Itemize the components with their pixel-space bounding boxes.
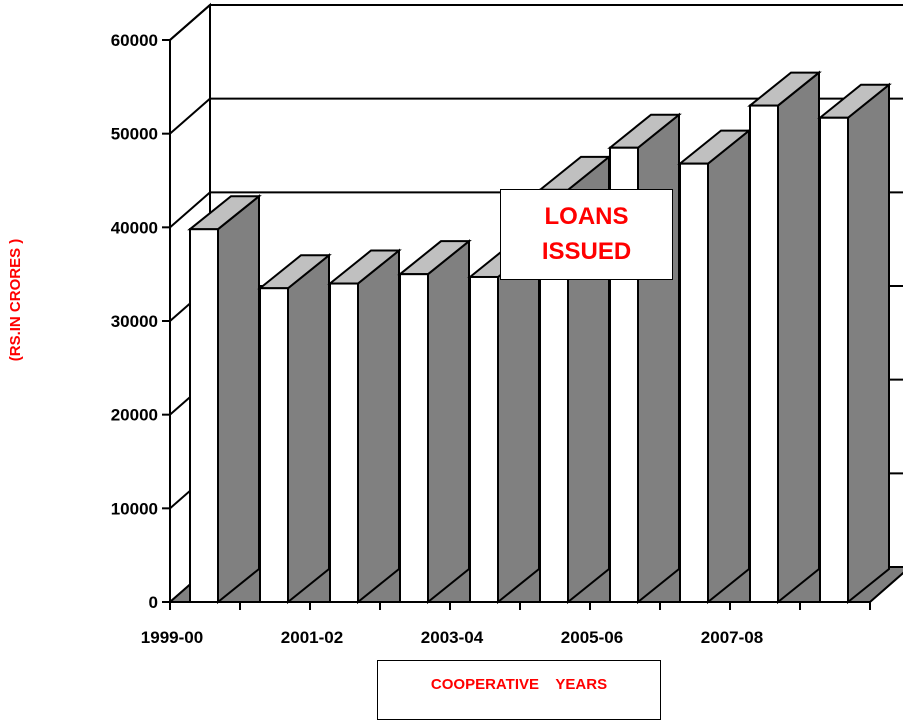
bar-2001-02: [327, 248, 402, 605]
bar-front: [259, 287, 289, 603]
y-tick-label: 10000: [111, 499, 158, 518]
bar-side: [637, 112, 680, 605]
bar-side: [217, 194, 260, 605]
y-axis-label: (RS.IN CRORES ): [7, 239, 24, 362]
bar-front: [749, 104, 779, 603]
bar-side: [777, 70, 820, 605]
x-tick-label: 2007-08: [701, 628, 763, 647]
y-tick-labels: 0 10000 20000 30000 40000 50000 60000: [111, 31, 158, 612]
chart-title: LOANS ISSUED: [500, 189, 673, 280]
y-tick-label: 20000: [111, 406, 158, 425]
gridline: [169, 4, 903, 41]
chart-title-line-1: LOANS: [544, 203, 629, 230]
bar-front: [189, 228, 219, 603]
y-tick-label: 30000: [111, 312, 158, 331]
axes: [162, 39, 871, 610]
x-tick-label: 1999-00: [141, 628, 203, 647]
bar-side: [847, 82, 890, 605]
bar-1999-00: [187, 194, 262, 605]
bar-front: [469, 275, 499, 603]
y-tick-label: 50000: [111, 125, 158, 144]
bar-side: [287, 253, 330, 605]
bar-2007-08: [747, 70, 822, 605]
gridline: [169, 97, 903, 135]
bar-2000-01: [257, 253, 332, 605]
chart-title-line-2: ISSUED: [541, 238, 632, 265]
y-tick-label: 0: [149, 593, 158, 612]
bar-side: [427, 239, 470, 605]
x-tick-label: 2003-04: [421, 628, 484, 647]
x-tick-label: 2001-02: [281, 628, 343, 647]
x-axis-label: COOPERATIVE YEARS: [377, 660, 661, 720]
x-tick-label: 2005-06: [561, 628, 623, 647]
bar-side: [707, 128, 750, 605]
bar-front: [819, 116, 849, 603]
x-tick-labels: 1999-00 2001-02 2003-04 2005-06 2007-08: [141, 628, 763, 647]
bar-2002-03: [397, 239, 472, 605]
y-tick-label: 40000: [111, 218, 158, 237]
bar-2006-07: [677, 128, 752, 605]
bar-side: [357, 248, 400, 605]
bars: [187, 70, 892, 605]
bar-front: [679, 162, 709, 603]
bar-2008-09: [817, 82, 892, 605]
bar-front: [399, 273, 429, 603]
bar-2003-04: [467, 241, 542, 605]
bar-side: [497, 241, 540, 605]
bar-front: [329, 282, 359, 603]
bar-2005-06: [607, 112, 682, 605]
y-tick-label: 60000: [111, 31, 158, 50]
